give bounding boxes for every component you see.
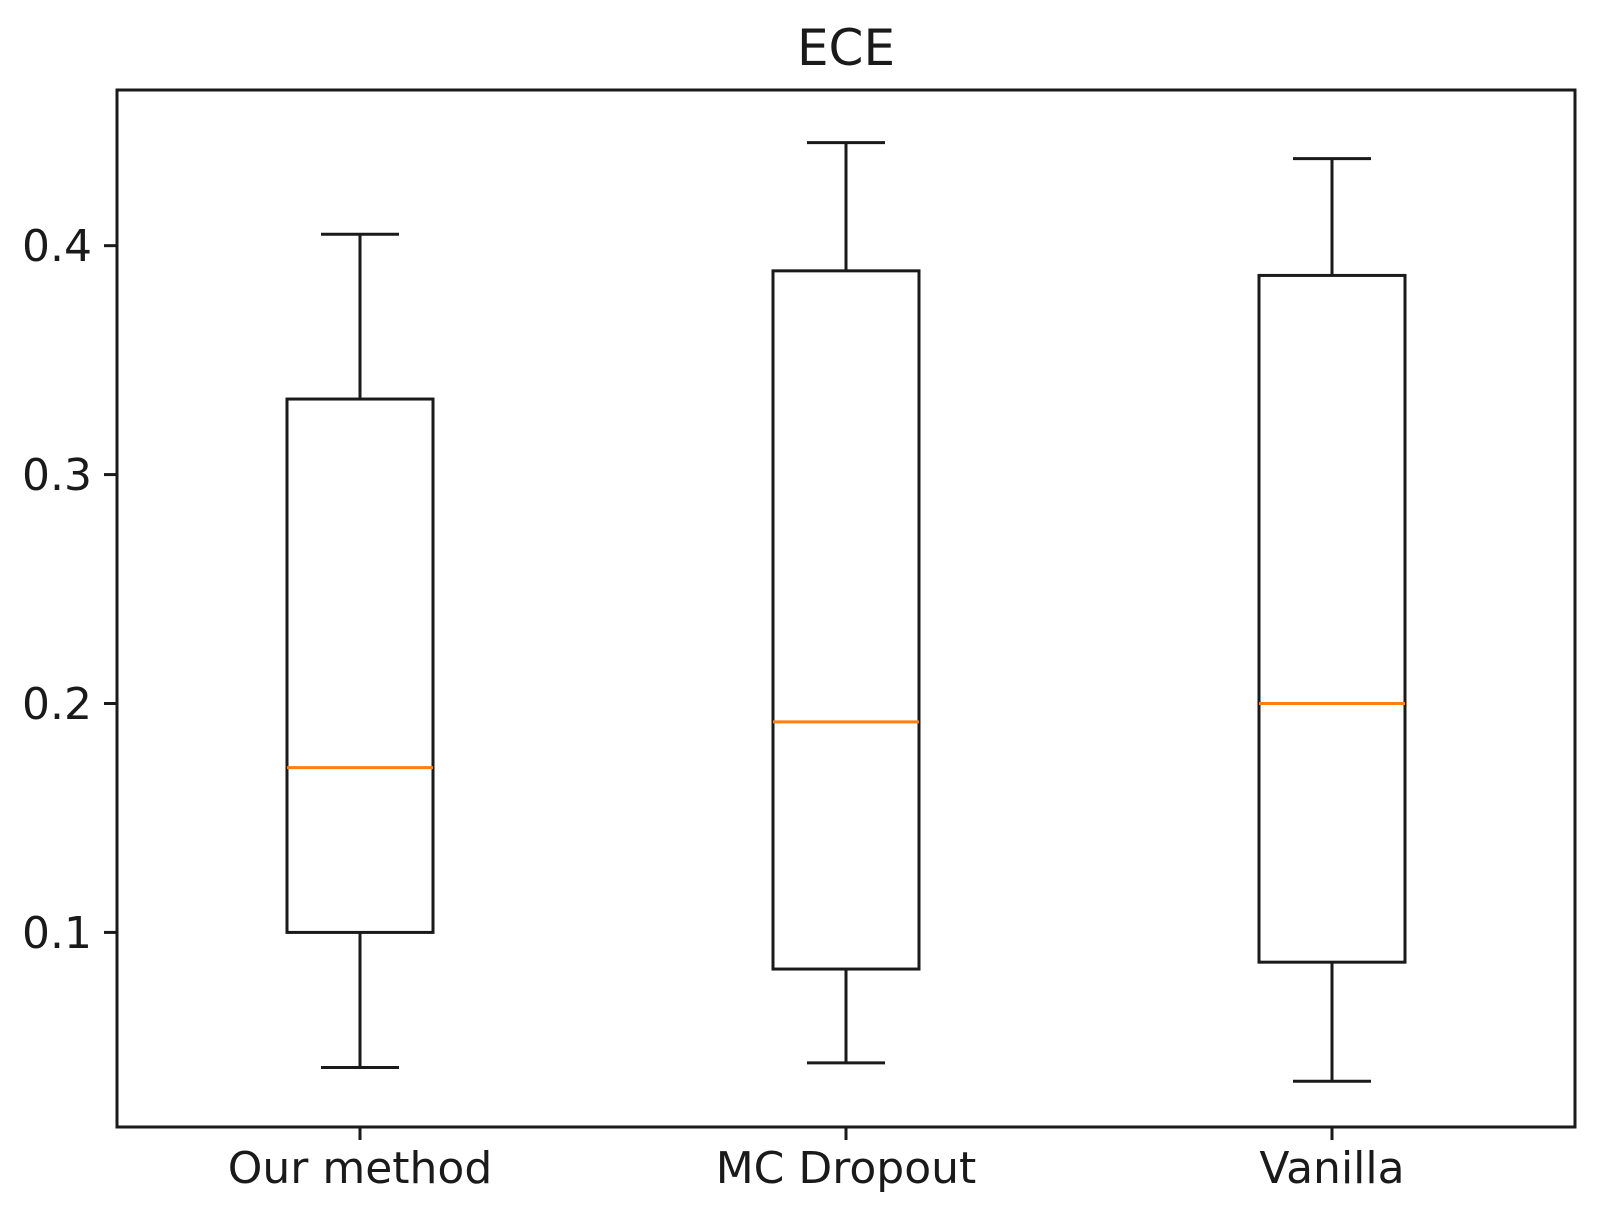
- box-vanilla: [1257, 273, 1407, 964]
- chart-title: ECE: [796, 19, 896, 77]
- y-tick-label-0.1: 0.1: [22, 908, 92, 959]
- y-tick-label-0.4: 0.4: [22, 221, 92, 272]
- box-our-method: [285, 397, 435, 934]
- y-tick-label-0.3: 0.3: [22, 450, 92, 501]
- x-tick-label-mc-dropout: MC Dropout: [716, 1143, 977, 1194]
- box-mc-dropout: [771, 269, 921, 971]
- x-tick-label-vanilla: Vanilla: [1259, 1143, 1404, 1194]
- y-tick-label-0.2: 0.2: [22, 679, 92, 730]
- x-tick-label-our-method: Our method: [228, 1143, 493, 1194]
